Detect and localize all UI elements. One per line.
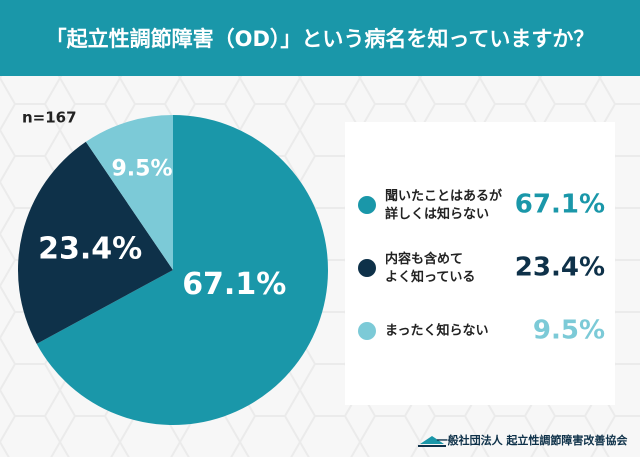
legend-value: 23.4% [515, 253, 605, 283]
legend-marker [358, 259, 376, 277]
legend-marker [358, 196, 376, 214]
header [0, 0, 640, 76]
sample-size: n=167 [22, 109, 77, 127]
pie-slice [85, 115, 173, 270]
footer: 一般社団法人 起立性調節障害改善協会 [437, 433, 629, 447]
legend-value: 9.5% [533, 316, 605, 346]
legend-label: 内容も含めてよく知っている [385, 251, 475, 285]
legend-marker [358, 322, 376, 340]
data-label: 9.5% [112, 156, 173, 181]
legend-box [345, 122, 615, 405]
data-label: 23.4% [38, 231, 142, 266]
legend-label: 聞いたことはあるが詳しくは知らない [385, 188, 502, 222]
footer-logo [418, 436, 446, 447]
legend-value: 67.1% [515, 190, 605, 220]
chart-title: 「起立性調節障害（OD）」という病名を知っていますか？ [46, 27, 595, 51]
data-label: 67.1% [182, 267, 286, 302]
pie-slice [17, 141, 174, 344]
legend-label: まったく知らない [385, 323, 488, 339]
pie-slice [36, 115, 329, 425]
